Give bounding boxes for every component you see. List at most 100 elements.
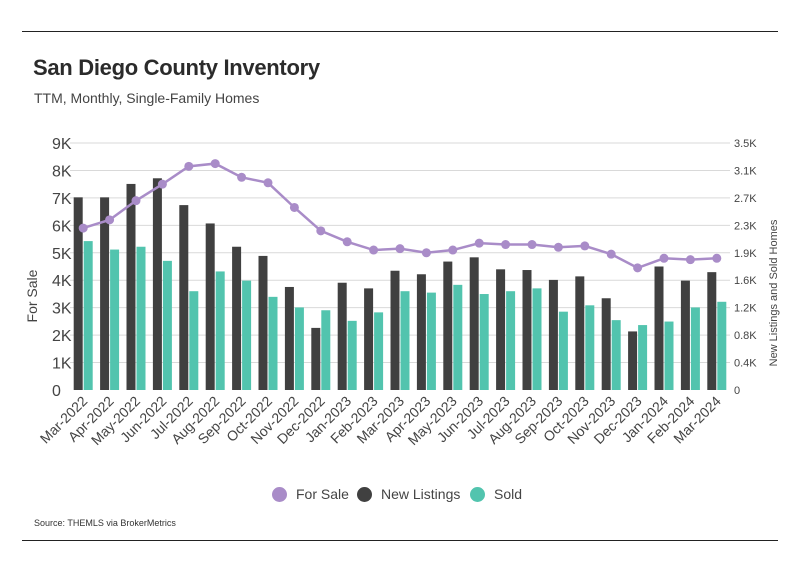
bar-new-listings [707, 272, 717, 390]
bar-new-listings [73, 197, 83, 390]
bar-new-listings [205, 223, 215, 390]
bar-sold [136, 246, 146, 390]
chart-title: San Diego County Inventory [33, 55, 320, 80]
bar-new-listings [628, 331, 638, 390]
chart-subtitle: TTM, Monthly, Single-Family Homes [34, 90, 260, 106]
bar-sold [479, 294, 489, 390]
bar-new-listings [258, 255, 268, 390]
legend-item-sold[interactable]: Sold [470, 484, 522, 504]
legend-item-for-sale[interactable]: For Sale [272, 484, 349, 504]
bar-sold [294, 307, 304, 390]
point-for-sale [501, 240, 511, 250]
bar-sold [426, 292, 436, 390]
left-tick-label: 8K [52, 163, 72, 180]
bar-new-listings [522, 270, 532, 390]
bar-sold [690, 307, 700, 390]
bar-new-listings [575, 276, 585, 390]
right-tick-label: 0.8K [734, 330, 757, 342]
point-for-sale [474, 238, 484, 248]
left-tick-label: 6K [52, 218, 72, 235]
left-tick-label: 5K [52, 246, 72, 263]
bar-sold [215, 271, 225, 390]
right-tick-label: 3.1K [734, 165, 757, 177]
left-tick-label: 9K [52, 136, 72, 153]
bar-sold [558, 311, 568, 390]
top-rule [22, 31, 778, 32]
bar-new-listings [443, 261, 453, 390]
point-for-sale [263, 178, 273, 188]
legend-swatch-sold [470, 486, 485, 502]
left-axis-title: For Sale [24, 269, 40, 322]
bar-new-listings [496, 269, 506, 390]
right-tick-label: 1.2K [734, 303, 757, 315]
bar-sold [268, 296, 278, 390]
point-for-sale [184, 161, 194, 171]
legend-swatch-new-listings [357, 486, 372, 502]
bar-new-listings [364, 288, 374, 390]
point-for-sale [527, 240, 537, 250]
bar-sold [321, 310, 331, 390]
point-for-sale [369, 245, 379, 255]
right-tick-label: 3.5K [734, 138, 757, 150]
point-for-sale [210, 159, 220, 169]
legend-item-new-listings[interactable]: New Listings [357, 484, 460, 504]
bar-sold [162, 260, 172, 390]
bar-sold [638, 325, 648, 390]
bar-sold [83, 241, 93, 390]
bottom-rule [22, 540, 778, 541]
legend-label-sold: Sold [494, 486, 523, 502]
legend: For Sale New Listings Sold [0, 484, 800, 504]
point-for-sale [395, 244, 405, 254]
point-for-sale [421, 248, 431, 258]
bar-new-listings [548, 279, 558, 390]
left-tick-label: 0 [52, 383, 61, 400]
bar-sold [400, 291, 410, 390]
bar-sold [453, 284, 463, 390]
bar-new-listings [152, 178, 162, 390]
right-axis-title: New Listings and Sold Homes [768, 219, 780, 366]
bar-sold [664, 321, 674, 390]
bar-new-listings [416, 274, 426, 390]
left-tick-label: 1K [52, 356, 72, 373]
bar-new-listings [100, 197, 110, 390]
point-for-sale [685, 255, 695, 265]
left-tick-label: 2K [52, 328, 72, 345]
point-for-sale [157, 179, 167, 189]
point-for-sale [659, 253, 669, 263]
right-tick-label: 1.9K [734, 248, 757, 260]
legend-swatch-for-sale [272, 486, 287, 502]
bar-new-listings [680, 280, 690, 390]
left-tick-label: 7K [52, 191, 72, 208]
point-for-sale [553, 242, 563, 252]
point-for-sale [712, 253, 722, 263]
source-note: Source: THEMLS via BrokerMetrics [34, 518, 176, 528]
right-tick-label: 2.3K [734, 220, 757, 232]
bar-new-listings [311, 327, 321, 390]
bar-sold [189, 291, 199, 390]
bar-sold [717, 301, 727, 390]
bar-sold [374, 312, 384, 390]
bar-new-listings [232, 246, 242, 390]
bar-new-listings [337, 282, 347, 390]
point-for-sale [131, 196, 141, 206]
right-tick-label: 0 [734, 385, 740, 397]
bar-sold [242, 280, 252, 390]
right-tick-label: 2.7K [734, 193, 757, 205]
point-for-sale [237, 172, 247, 182]
bar-sold [585, 305, 595, 390]
left-tick-label: 3K [52, 301, 72, 318]
bar-new-listings [601, 298, 611, 390]
point-for-sale [580, 241, 590, 251]
bar-new-listings [179, 205, 189, 390]
left-tick-label: 4K [52, 273, 72, 290]
point-for-sale [448, 245, 458, 255]
bar-sold [532, 288, 542, 390]
point-for-sale [289, 202, 299, 212]
legend-label-for-sale: For Sale [296, 486, 349, 502]
bar-sold [611, 320, 621, 390]
bar-new-listings [469, 257, 479, 390]
point-for-sale [316, 226, 326, 236]
legend-label-new-listings: New Listings [381, 486, 461, 502]
point-for-sale [78, 223, 88, 233]
